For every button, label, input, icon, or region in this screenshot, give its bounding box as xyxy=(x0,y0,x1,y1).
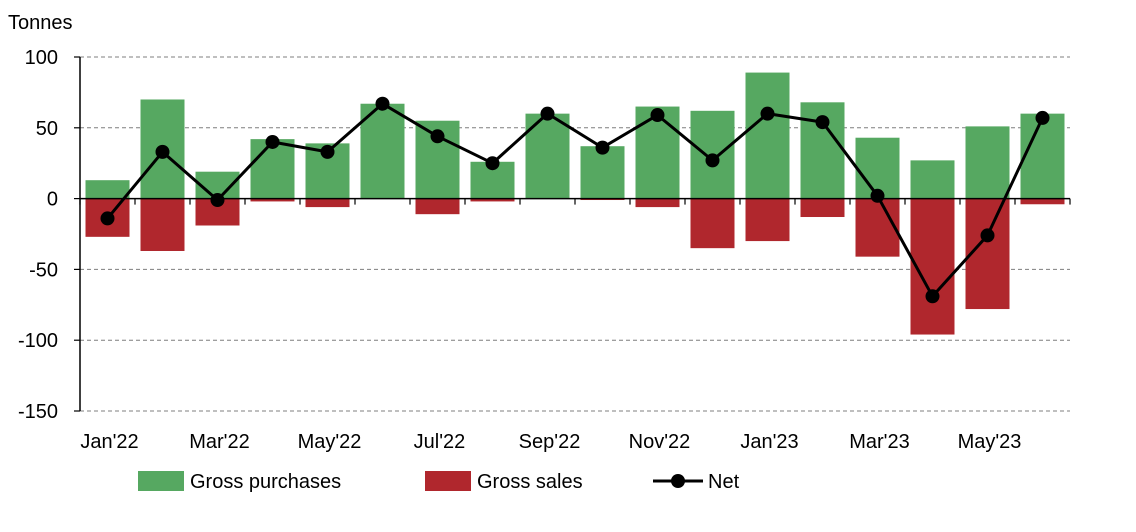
legend-label-gross-purchases: Gross purchases xyxy=(190,471,341,493)
legend-swatch-gross-purchases xyxy=(138,471,184,491)
axes xyxy=(74,56,1071,412)
net-line xyxy=(106,102,1044,298)
x-tick-label: Sep'22 xyxy=(519,431,581,453)
bar-gross-sales xyxy=(250,198,295,202)
net-point xyxy=(100,211,115,226)
net-point xyxy=(1035,110,1050,125)
net-point xyxy=(705,153,720,168)
net-point xyxy=(265,134,280,149)
net-point xyxy=(760,106,775,121)
bar-gross-sales xyxy=(635,198,680,208)
bar-gross-purchases xyxy=(965,126,1010,199)
net-point xyxy=(320,144,335,159)
net-point xyxy=(155,144,170,159)
bar-gross-purchases xyxy=(85,180,130,199)
net-point xyxy=(595,140,610,155)
y-tick-label: 100 xyxy=(25,47,58,69)
bar-gross-sales xyxy=(415,198,460,215)
bar-gross-purchases xyxy=(580,146,625,199)
x-tick-label: Jan'23 xyxy=(740,431,798,453)
bar-gross-sales xyxy=(1020,198,1065,205)
net-point xyxy=(980,228,995,243)
x-tick-label: Nov'22 xyxy=(629,431,691,453)
net-point xyxy=(485,156,500,171)
bar-gross-purchases xyxy=(360,103,405,199)
legend-marker-net xyxy=(671,474,685,488)
x-tick-label: May'22 xyxy=(298,431,362,453)
legend-label-gross-sales: Gross sales xyxy=(477,471,583,493)
axis-labels: 100 50 0 -50 -100 -150 Tonnes Jan'22 Mar'22 May'2… xyxy=(8,12,1021,453)
y-tick-label: 50 xyxy=(36,118,58,140)
y-tick-label: -100 xyxy=(18,330,58,352)
bar-gross-purchases xyxy=(1020,113,1065,199)
bar-gross-purchases xyxy=(910,160,955,199)
bar-gross-sales xyxy=(800,198,845,218)
net-point xyxy=(870,188,885,203)
net-point xyxy=(430,129,445,144)
y-tick-label: -50 xyxy=(29,259,58,281)
x-tick-label: Mar'22 xyxy=(189,431,250,453)
bar-gross-purchases xyxy=(855,137,900,199)
x-tick-label: May'23 xyxy=(958,431,1022,453)
bar-gross-sales xyxy=(470,198,515,202)
bar-gross-purchases xyxy=(250,139,295,199)
net-line-series xyxy=(100,96,1050,304)
bar-gross-sales xyxy=(305,198,350,208)
net-point xyxy=(815,115,830,130)
gridlines xyxy=(80,56,1070,412)
bar-gross-sales xyxy=(690,198,735,249)
net-point xyxy=(375,96,390,111)
x-tick-label: Jan'22 xyxy=(80,431,138,453)
bar-gross-purchases xyxy=(745,72,790,199)
bar-gross-sales xyxy=(745,198,790,242)
y-tick-label: -150 xyxy=(18,401,58,423)
y-tick-label: 0 xyxy=(47,189,58,211)
bar-gross-sales xyxy=(140,198,185,251)
bars xyxy=(85,72,1065,335)
legend-label-net: Net xyxy=(708,471,740,493)
net-point xyxy=(540,106,555,121)
net-point xyxy=(210,193,225,208)
net-point xyxy=(650,108,665,123)
y-axis-title: Tonnes xyxy=(8,12,73,34)
x-tick-label: Jul'22 xyxy=(414,431,466,453)
bar-gross-sales xyxy=(855,198,900,257)
legend: Gross purchases Gross sales Net xyxy=(138,471,740,493)
legend-swatch-gross-sales xyxy=(425,471,471,491)
x-tick-label: Mar'23 xyxy=(849,431,910,453)
net-point xyxy=(925,289,940,304)
